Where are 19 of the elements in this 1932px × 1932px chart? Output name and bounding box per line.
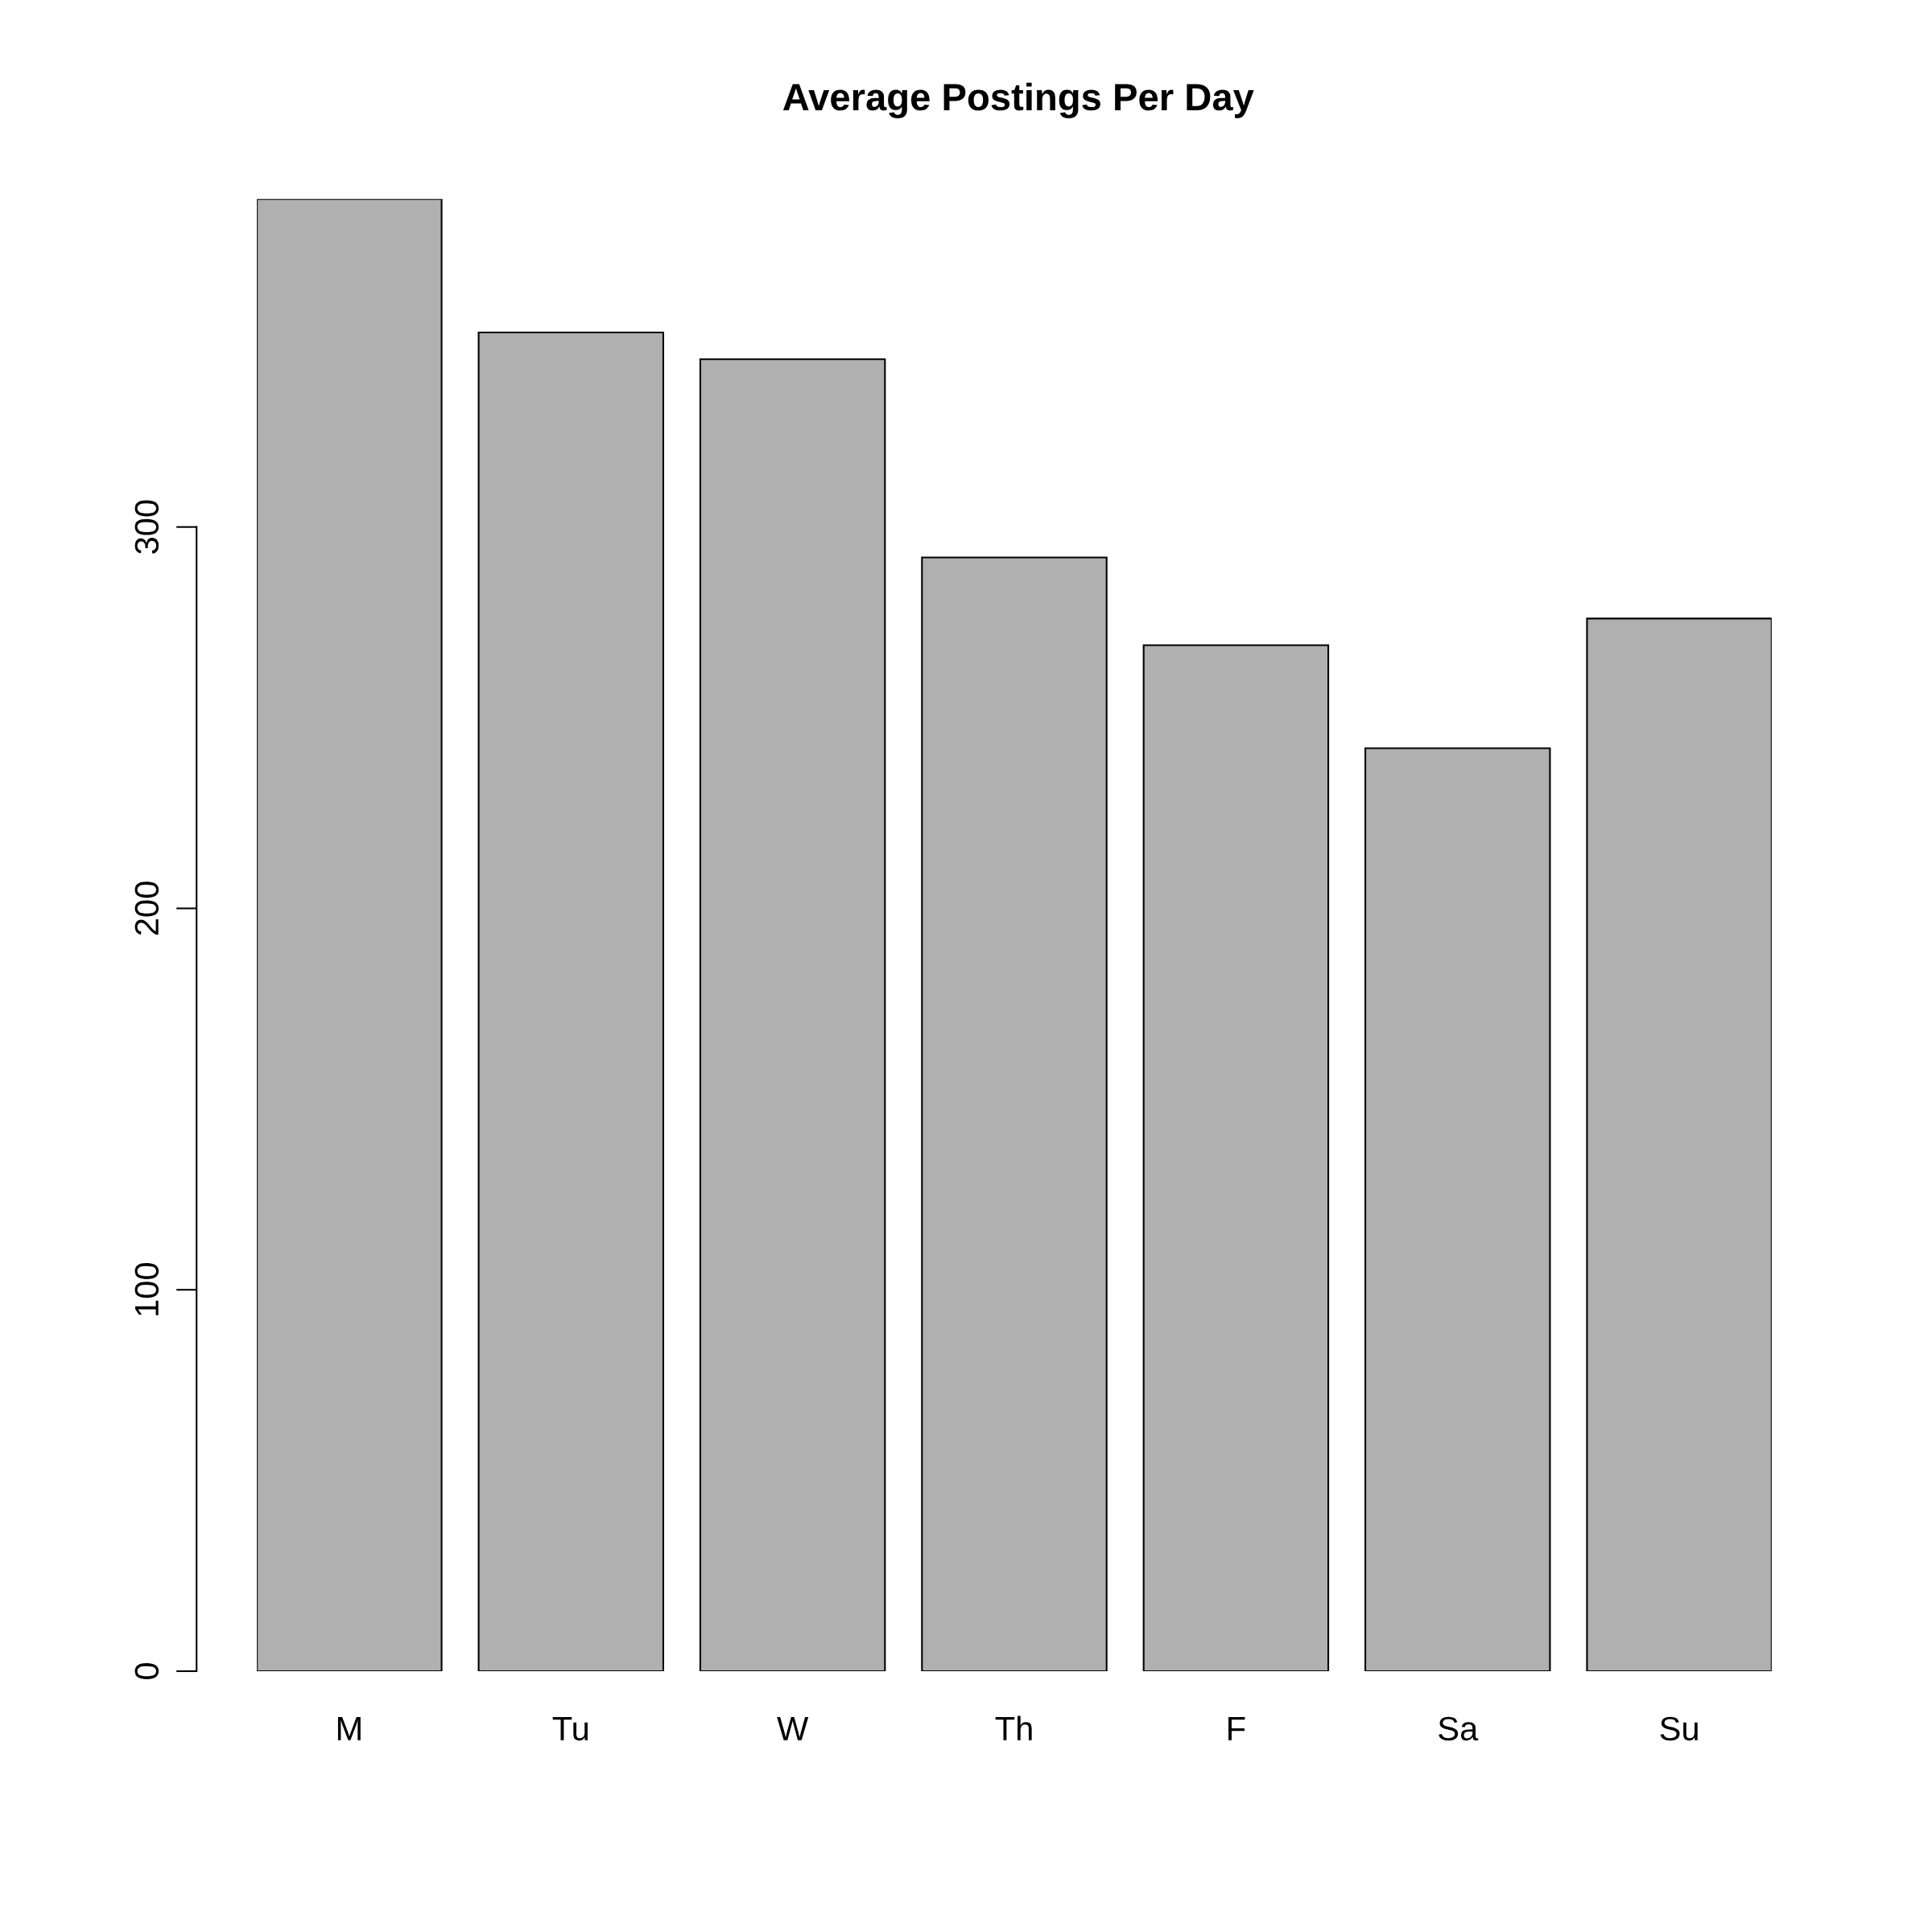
y-tick-label: 100 xyxy=(134,1263,159,1315)
x-tick-label: F xyxy=(1228,1717,1245,1740)
bar xyxy=(921,556,1108,1672)
bar xyxy=(477,331,664,1672)
x-tick-label: Tu xyxy=(552,1717,588,1741)
chart-title: Average Postings Per Day xyxy=(782,82,1254,118)
bar xyxy=(1142,644,1330,1672)
x-tick-label: M xyxy=(337,1717,361,1740)
bar xyxy=(1586,617,1772,1672)
bar xyxy=(1364,747,1551,1672)
y-tick-label: 300 xyxy=(134,500,159,554)
x-tick-label: W xyxy=(777,1717,809,1740)
bar xyxy=(257,199,443,1672)
y-tick-label: 200 xyxy=(134,881,159,935)
x-tick-label: Su xyxy=(1660,1716,1698,1741)
y-tick-label: 0 xyxy=(134,1663,159,1679)
x-tick-label: Th xyxy=(995,1715,1032,1740)
bar xyxy=(699,358,886,1672)
x-tick-label: Sa xyxy=(1439,1716,1479,1741)
